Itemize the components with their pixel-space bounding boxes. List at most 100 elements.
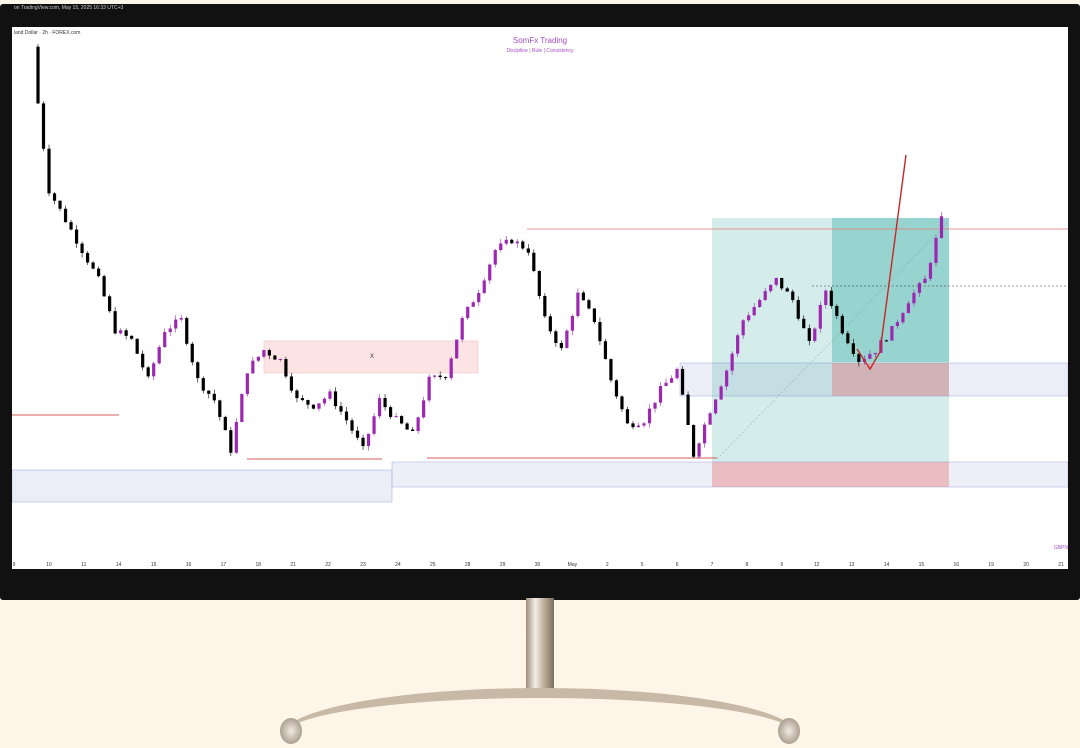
x-tick-label: 21: [1058, 562, 1064, 568]
candle-body: [124, 330, 128, 336]
trend-line: [716, 222, 948, 460]
symbol-info: land Dollar · 2h · FOREX.com: [14, 30, 81, 36]
candle-body: [884, 340, 888, 342]
candle-body: [796, 300, 800, 319]
candle-body: [91, 262, 95, 269]
candle-body: [829, 290, 833, 306]
candle-body: [510, 239, 514, 244]
candle-body: [603, 341, 608, 360]
candle-body: [620, 396, 624, 410]
candle-body: [328, 391, 332, 399]
candle-body: [377, 397, 382, 417]
candle-body: [157, 347, 161, 364]
candle-body: [141, 353, 145, 368]
candle-body: [576, 292, 580, 316]
candle-body: [526, 248, 530, 253]
monitor-stand-base: [282, 688, 798, 736]
candle-body: [74, 229, 79, 244]
candle-body: [928, 262, 933, 279]
x-tick-label: 30: [534, 562, 541, 568]
candle-body: [383, 397, 387, 408]
time-axis[interactable]: 9 10 11 14 15 16 17 18 21 22 23 24 25 28 29 30 May 2 5 6 7 8 9…: [12, 562, 1068, 569]
candle-body: [851, 343, 855, 354]
candle-body: [895, 322, 900, 327]
candle-body: [901, 313, 905, 323]
candle-body: [559, 343, 563, 349]
candle-body: [532, 252, 536, 272]
candle-body: [570, 315, 574, 331]
x-tick-label: 13: [848, 562, 855, 568]
projection-arrow: [856, 154, 907, 371]
candle-body: [416, 417, 420, 431]
candle-body: [427, 376, 431, 401]
candle-body: [196, 362, 200, 379]
candle-body: [466, 306, 470, 319]
candle-body: [85, 253, 90, 263]
candle-body: [179, 318, 183, 320]
x-tick-label: 16: [953, 562, 960, 568]
candle-body: [212, 393, 216, 401]
candle-body: [355, 430, 360, 438]
candle-body: [846, 333, 850, 344]
candle-body: [471, 302, 475, 307]
candle-body: [791, 291, 795, 301]
stop-loss-zone: [712, 462, 949, 487]
candle-body: [152, 363, 156, 377]
candle-body: [240, 394, 244, 423]
candle-body: [267, 350, 271, 356]
candle-body: [802, 318, 806, 329]
candle-body: [730, 353, 734, 371]
price-chart[interactable]: X: [12, 27, 1068, 562]
candle-body: [400, 416, 404, 424]
x-tick-label: 12: [813, 562, 820, 568]
candle-body: [873, 352, 877, 355]
candle-body: [333, 391, 338, 407]
candle-body: [174, 319, 178, 329]
x-tick-label: 17: [220, 562, 227, 568]
candle-body: [592, 308, 597, 323]
candle-body: [223, 416, 227, 431]
candle-body: [69, 222, 73, 230]
x-tick-label: 11: [81, 562, 87, 568]
candle-body: [686, 394, 690, 425]
x-tick-label: 25: [430, 562, 436, 568]
candle-body: [47, 148, 51, 194]
candle-body: [185, 318, 189, 344]
candle-body: [554, 331, 558, 344]
demand-zone: [679, 362, 1068, 397]
candle-body: [857, 353, 861, 363]
candle-body: [130, 335, 134, 339]
candle-body: [548, 316, 552, 332]
candle-body: [422, 400, 426, 418]
chart-screen[interactable]: X land Dollar · 2h · FOREX.com SomFx Tra…: [12, 27, 1068, 569]
candle-body: [598, 322, 602, 342]
zone-label: X: [370, 354, 374, 360]
candle-body: [741, 320, 745, 336]
candle-body: [207, 390, 211, 394]
candle-body: [807, 328, 811, 341]
candle-body: [581, 292, 585, 301]
watermark-subtitle: Discipline | Rule | Consistency: [506, 48, 574, 54]
candle-body: [168, 328, 172, 333]
candle-body: [460, 318, 464, 340]
candle-body: [278, 359, 282, 361]
candle-body: [906, 303, 911, 314]
candle-body: [769, 284, 773, 292]
candle-body: [669, 378, 674, 383]
stop-loss-zone: [832, 363, 949, 396]
candle-body: [108, 296, 112, 312]
candle-body: [565, 330, 569, 349]
candle-body: [642, 423, 646, 426]
candle-body: [664, 382, 668, 387]
candle-body: [449, 358, 453, 378]
x-tick-label: 29: [499, 562, 506, 568]
candle-body: [322, 398, 327, 404]
x-tick-label: 2: [605, 562, 609, 568]
candle-body: [537, 271, 541, 296]
x-tick-label: 8: [745, 562, 749, 568]
candle-body: [245, 373, 249, 395]
candle-body: [201, 378, 205, 391]
candle-body: [477, 292, 481, 303]
candle-body: [917, 283, 922, 293]
candle-body: [388, 407, 393, 417]
